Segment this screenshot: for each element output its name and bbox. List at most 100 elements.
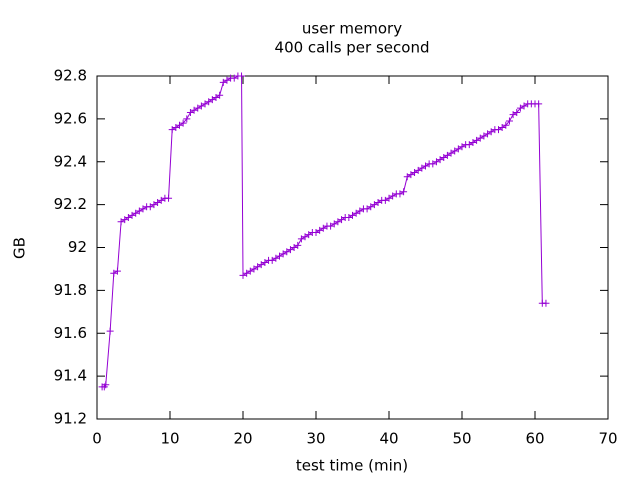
data-point (312, 228, 320, 236)
y-tick-label: 92.8 (54, 67, 87, 85)
data-point (495, 126, 502, 134)
data-point (414, 166, 422, 174)
y-tick-label: 92.4 (54, 152, 87, 170)
data-point (516, 104, 524, 112)
data-point (128, 211, 136, 219)
data-point (305, 231, 313, 239)
data-point (157, 196, 165, 204)
data-point (447, 149, 455, 157)
data-point (345, 213, 353, 221)
data-point (208, 96, 216, 104)
data-point (484, 130, 492, 138)
data-point (297, 235, 305, 243)
data-point (385, 194, 393, 202)
x-tick-label: 40 (379, 430, 398, 448)
data-point (498, 123, 506, 131)
data-point (250, 265, 258, 273)
data-point (154, 198, 162, 206)
data-point (106, 327, 114, 335)
data-point (113, 267, 121, 275)
data-point (243, 269, 251, 277)
data-point (165, 194, 173, 202)
data-point (186, 108, 194, 116)
chart-title: user memory (302, 20, 402, 38)
data-point (276, 252, 283, 260)
data-point (487, 128, 495, 136)
data-point (124, 213, 132, 221)
data-point (272, 254, 280, 262)
data-point (117, 218, 125, 226)
data-point (110, 269, 118, 277)
data-point (301, 233, 309, 241)
data-point (230, 74, 238, 82)
y-tick-label: 92 (68, 238, 87, 256)
data-point (279, 250, 287, 258)
data-point (121, 216, 129, 224)
data-point (283, 248, 291, 256)
data-line (102, 75, 546, 388)
data-point (469, 138, 477, 146)
data-point (139, 205, 147, 213)
chart-subtitle: 400 calls per second (275, 39, 430, 57)
data-point (476, 134, 484, 142)
data-point (246, 267, 254, 275)
data-point (330, 220, 338, 228)
data-point (356, 207, 364, 215)
data-point (183, 115, 191, 123)
data-point (197, 102, 205, 110)
data-point (290, 244, 298, 251)
y-tick-label: 91.2 (54, 410, 87, 428)
data-point (102, 381, 110, 389)
data-point (168, 126, 176, 134)
data-point (316, 226, 324, 234)
data-point (238, 72, 246, 80)
data-point (407, 171, 415, 179)
data-point (319, 224, 327, 232)
data-point (454, 145, 462, 153)
data-point (422, 162, 429, 170)
data-point (436, 156, 444, 164)
data-point (451, 147, 459, 155)
y-axis-label: GB (11, 237, 29, 259)
data-point (480, 132, 488, 140)
data-point (268, 256, 276, 264)
data-point (396, 190, 404, 198)
data-point (403, 173, 411, 181)
data-point (443, 151, 451, 159)
data-point (261, 259, 269, 267)
data-point (367, 203, 375, 211)
y-tick-label: 91.8 (54, 281, 87, 299)
data-point (334, 218, 342, 226)
x-tick-label: 30 (306, 430, 325, 448)
data-point (458, 143, 466, 151)
data-point (465, 141, 473, 149)
data-point (205, 98, 213, 106)
y-tick-label: 91.4 (54, 367, 87, 385)
data-point (216, 91, 224, 99)
data-point (286, 246, 294, 254)
data-point (327, 222, 335, 230)
data-point (535, 100, 543, 108)
data-point (542, 299, 550, 307)
data-point (352, 209, 360, 217)
data-point (389, 192, 397, 200)
data-point (194, 104, 202, 112)
y-tick-label: 91.6 (54, 324, 87, 342)
y-tick-label: 92.6 (54, 109, 87, 127)
data-point (349, 211, 356, 219)
data-point (432, 158, 440, 166)
data-point (257, 261, 265, 269)
data-point (132, 209, 140, 217)
x-tick-label: 60 (525, 430, 544, 448)
x-tick-label: 70 (598, 430, 617, 448)
data-point (418, 164, 426, 172)
data-point (520, 102, 528, 110)
x-tick-label: 10 (160, 430, 179, 448)
data-point (505, 117, 513, 125)
data-point (502, 121, 510, 129)
data-point (400, 188, 408, 196)
data-point (513, 108, 521, 116)
data-point (219, 78, 227, 86)
data-point (429, 160, 437, 168)
